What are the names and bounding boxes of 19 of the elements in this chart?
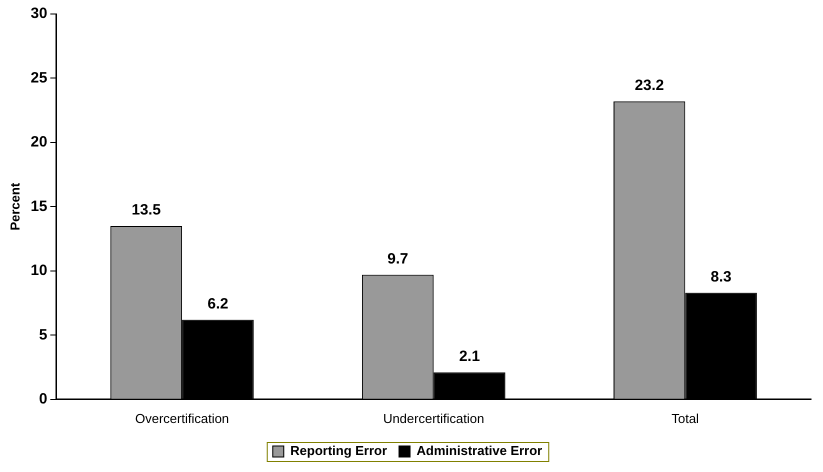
y-tick-label: 10 [30,262,48,280]
data-label: 9.7 [387,250,408,268]
data-label: 23.2 [634,77,664,94]
data-label: 2.1 [459,348,480,366]
data-label: 8.3 [710,268,732,286]
x-tick-label: Overcertification [135,410,230,426]
x-tick-label: Total [671,410,700,426]
legend-label: Reporting Error [290,443,388,458]
y-tick-label: 0 [38,390,48,408]
y-tick-label: 25 [30,69,48,86]
x-tick-label: Undercertification [383,410,484,426]
data-label: 13.5 [132,202,161,219]
y-tick-label: 30 [30,5,48,22]
legend-label: Administrative Error [416,443,542,458]
y-axis-title: Percent [7,182,22,231]
y-tick-label: 20 [30,134,48,151]
y-tick-label: 15 [30,198,48,215]
y-tick-label: 5 [38,326,48,344]
data-label: 6.2 [207,295,228,312]
